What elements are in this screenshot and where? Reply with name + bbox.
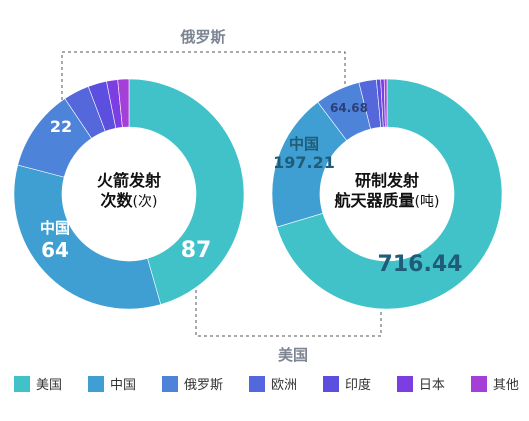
legend-label: 印度 xyxy=(344,378,371,393)
slice-美国 xyxy=(276,78,503,310)
usa-callout: 美国 xyxy=(195,278,382,364)
legend-item: 美国 xyxy=(14,374,62,393)
legend-swatch xyxy=(322,375,339,392)
legend-label: 美国 xyxy=(36,378,63,393)
legend-swatch xyxy=(470,375,487,392)
legend-swatch xyxy=(248,375,265,392)
legend-label: 俄罗斯 xyxy=(183,378,223,393)
legend-swatch xyxy=(14,375,30,392)
legend-swatch xyxy=(396,375,413,392)
legend-item: 日本 xyxy=(396,374,445,393)
legend-swatch xyxy=(87,375,104,392)
legend-item: 其他 xyxy=(470,374,519,393)
legend: 美国 中国 俄罗斯 欧洲 印度 日本 其他 xyxy=(14,374,519,393)
russia-callout-label: 俄罗斯 xyxy=(179,28,225,46)
legend-item: 欧洲 xyxy=(248,374,297,393)
legend-label: 日本 xyxy=(418,378,445,393)
slice-label-china: 64 xyxy=(41,238,69,262)
center-label-line2: 航天器质量 xyxy=(335,191,415,210)
usa-callout-label: 美国 xyxy=(278,346,308,364)
legend-item: 中国 xyxy=(87,374,136,393)
slice-name-china: 中国 xyxy=(40,219,70,237)
russia-callout: 俄罗斯 xyxy=(61,28,346,100)
slice-label-usa: 716.44 xyxy=(378,252,463,277)
svg-text:次数(次): 次数(次) xyxy=(101,191,158,210)
center-label-line2: 次数 xyxy=(101,191,134,210)
legend-item: 印度 xyxy=(322,374,371,393)
slice-label-russia: 64.68 xyxy=(330,101,368,115)
donut-rocket-launches: 火箭发射 次数(次) 87 中国 64 22 xyxy=(13,78,245,310)
slice-label-russia: 22 xyxy=(50,117,72,136)
svg-text:航天器质量(吨): 航天器质量(吨) xyxy=(335,191,440,210)
slice-label-usa: 87 xyxy=(181,238,212,263)
legend-label: 欧洲 xyxy=(270,378,297,393)
legend-item: 俄罗斯 xyxy=(161,374,223,393)
donut-spacecraft-mass: 研制发射 航天器质量(吨) 716.44 中国 197.21 64.68 xyxy=(271,78,503,310)
center-label-line1: 研制发射 xyxy=(355,171,419,190)
center-label-line1: 火箭发射 xyxy=(97,171,161,190)
slice-其他 xyxy=(117,78,130,128)
slice-美国 xyxy=(128,78,245,305)
center-unit: (吨) xyxy=(415,194,440,210)
slice-name-china: 中国 xyxy=(289,135,319,153)
slice-label-china: 197.21 xyxy=(273,153,335,172)
legend-label: 中国 xyxy=(109,378,136,393)
slice-中国 xyxy=(13,164,162,310)
legend-swatch xyxy=(161,375,178,392)
legend-label: 其他 xyxy=(492,378,519,393)
slice-其他 xyxy=(383,78,388,128)
center-unit: (次) xyxy=(133,194,158,210)
